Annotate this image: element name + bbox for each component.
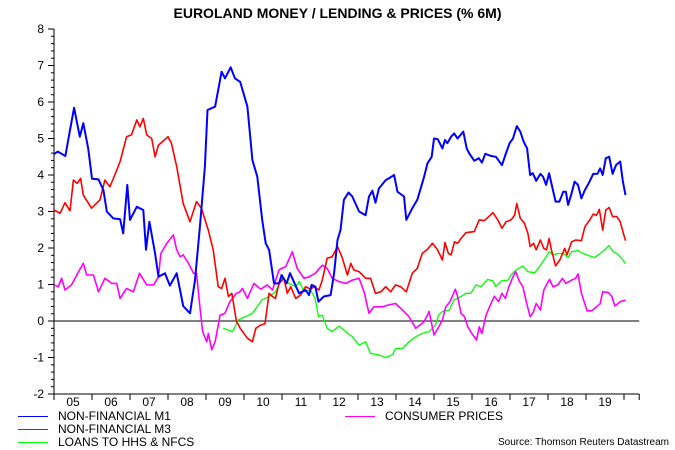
legend-item-m1: NON-FINANCIAL M1 — [18, 410, 171, 423]
legend-item-cpi: CONSUMER PRICES — [345, 410, 503, 423]
series-line-m3 — [53, 117, 627, 343]
x-tick-label: 10 — [256, 395, 270, 409]
legend-swatch-m3 — [18, 429, 48, 430]
legend-item-m3: NON-FINANCIAL M3 — [18, 423, 171, 436]
legend-swatch-m1 — [18, 416, 48, 417]
y-tick-label: 0 — [37, 314, 44, 328]
legend-label-m1: NON-FINANCIAL M1 — [58, 409, 171, 423]
x-tick-label: 18 — [560, 395, 574, 409]
legend-label-loans: LOANS TO HHS & NFCS — [58, 435, 195, 449]
x-tick-label: 17 — [522, 395, 536, 409]
legend-swatch-cpi — [345, 416, 375, 417]
y-tick-label: 5 — [37, 132, 44, 146]
x-tick-label: 08 — [180, 395, 194, 409]
x-tick-label: 16 — [484, 395, 498, 409]
x-tick-label: 09 — [218, 395, 232, 409]
y-tick-label: 8 — [37, 22, 44, 36]
series-lines — [53, 66, 627, 359]
x-tick-label: 15 — [446, 395, 460, 409]
x-tick-label: 05 — [66, 395, 80, 409]
x-tick-label: 11 — [295, 395, 308, 409]
legend-item-loans: LOANS TO HHS & NFCS — [18, 436, 194, 449]
source-note: Source: Thomson Reuters Datastream — [497, 437, 669, 448]
y-tick-label: 3 — [37, 205, 44, 219]
series-line-m1 — [53, 66, 627, 315]
y-tick-label: 2 — [37, 241, 44, 255]
y-tick-label: 7 — [37, 59, 44, 73]
chart-title: EUROLAND MONEY / LENDING & PRICES (% 6M) — [173, 5, 502, 21]
x-tick-label: 19 — [598, 395, 612, 409]
x-tick-label: 14 — [408, 395, 422, 409]
x-tick-label: 12 — [332, 395, 346, 409]
legend-swatch-loans — [18, 442, 48, 443]
x-tick-label: 13 — [370, 395, 384, 409]
x-tick-label: 06 — [104, 395, 118, 409]
legend-label-cpi: CONSUMER PRICES — [385, 409, 504, 423]
legend-label-m3: NON-FINANCIAL M3 — [58, 422, 171, 436]
x-tick-label: 07 — [142, 395, 156, 409]
y-tick-label: 4 — [37, 168, 44, 182]
series-line-consumer-prices — [53, 234, 626, 351]
y-tick-label: 1 — [37, 278, 44, 292]
y-tick-label: -1 — [33, 351, 44, 365]
y-tick-label: -2 — [33, 387, 44, 401]
series-line-loans — [222, 244, 627, 359]
y-tick-label: 6 — [37, 95, 44, 109]
